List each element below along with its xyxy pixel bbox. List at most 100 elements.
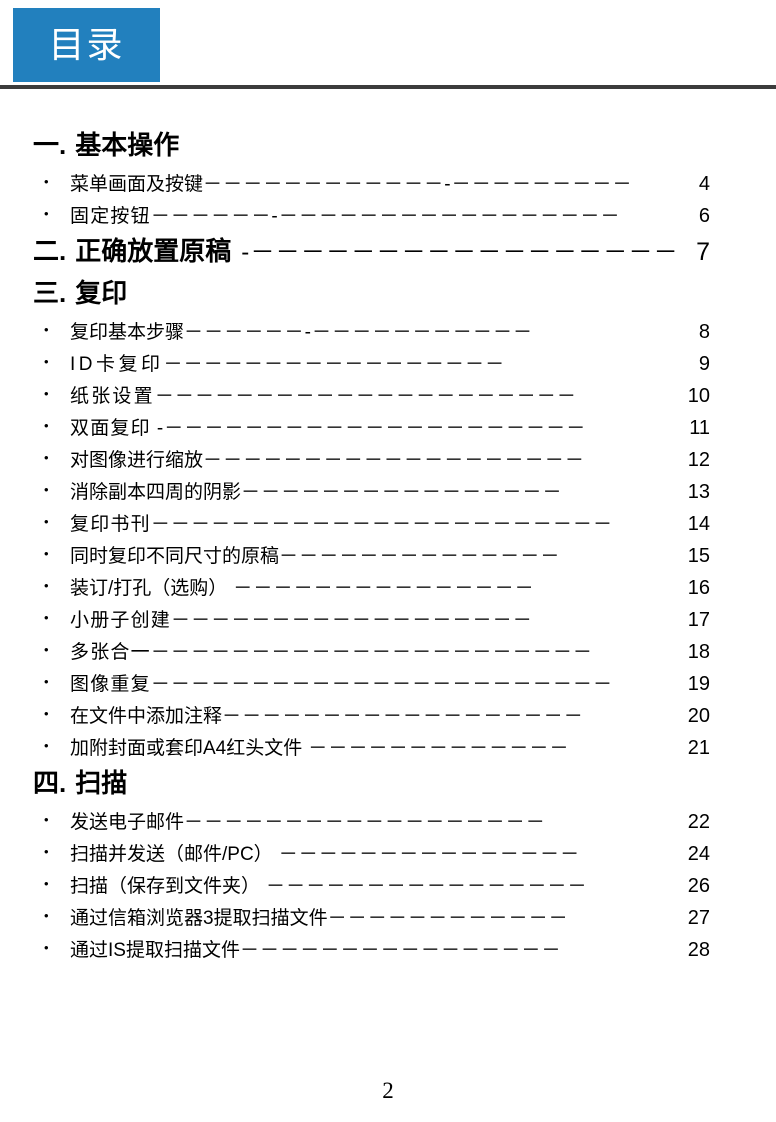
toc-entry-title: 同时复印不同尺寸的原稿 [70,546,280,567]
toc-entry-page-number: 18 [687,641,710,663]
leader-dots: －－－－－－－－－－－－－－－－ [241,483,563,502]
toc-entry-page-number: 22 [687,811,710,833]
table-of-contents: 一. 基本操作 • 菜单画面及按键 －－－－－－－－－－－－-－－－－－－－－－ 4 • 固定… [0,132,776,972]
toc-section: 一. 基本操作 • 菜单画面及按键 －－－－－－－－－－－－-－－－－－－－－－ 4 • 固定… [0,132,776,238]
bullet-icon: • [44,738,49,753]
page-title: 目录 [48,24,125,65]
bullet-icon: • [44,546,49,561]
toc-entry-title: 小册子创建 [70,610,172,631]
leader-dots: -－－－－－－－－－－－－－－－－－ [241,241,679,265]
leader-dots: -－－－－－－－－－－－－－－－－－－－－－ [156,419,587,438]
toc-entry-title: 扫描（保存到文件夹） [70,876,261,897]
toc-entry-title: 图像重复 [70,674,151,695]
toc-entry[interactable]: • 对图像进行缩放 －－－－－－－－－－－－－－－－－－－ 12 [0,450,776,482]
toc-entry[interactable]: • 图像重复 －－－－－－－－－－－－－－－－－－－－－－－ 19 [0,674,776,706]
bullet-icon: • [44,812,49,827]
toc-entry[interactable]: • 加附封面或套印A4红头文件 －－－－－－－－－－－－－ 21 [0,738,776,770]
toc-entry[interactable]: • 复印基本步骤 －－－－－－-－－－－－－－－－－－ 8 [0,322,776,354]
leader-dots: －－－－－－－－－－－－－－－－－－ [222,707,584,726]
leader-dots: －－－－－－－－－－－－－－－－－ [163,355,506,374]
toc-entry-page-number: 9 [698,353,710,375]
leader-dots: －－－－－－-－－－－－－－－－－－ [184,323,534,342]
leader-dots: －－－－－－-－－－－－－－－－－－－－－－－－ [150,207,621,226]
leader-dots: －－－－－－－－－－－－－－－－－－ [171,611,533,630]
toc-entry-title: 固定按钮 [70,206,151,227]
toc-entry-page-number: 11 [689,417,710,439]
section-number: 四. [33,768,67,798]
bullet-icon: • [44,610,49,625]
leader-dots: －－－－－－－－－－－－－－ [279,547,561,566]
toc-section-heading[interactable]: 三. 复印 [0,280,776,322]
toc-entry-page-number: 14 [687,513,710,535]
toc-entry-page-number: 17 [687,609,710,631]
leader-dots: －－－－－－－－－－－－－－－－ [266,877,588,896]
toc-entry-title: ID卡复印 [70,354,164,375]
toc-entry-title: 菜单画面及按键 [70,174,204,195]
toc-entry[interactable]: • 装订/打孔（选购） －－－－－－－－－－－－－－－ 16 [0,578,776,610]
toc-entry[interactable]: • 消除副本四周的阴影 －－－－－－－－－－－－－－－－ 13 [0,482,776,514]
toc-entry-page-number: 13 [687,481,710,503]
leader-dots: －－－－－－－－－－－－－－－－－－ [184,813,546,832]
toc-entry[interactable]: • 扫描（保存到文件夹） －－－－－－－－－－－－－－－－ 26 [0,876,776,908]
leader-dots: －－－－－－－－－－－－－－－－－－－－－－－ [150,675,614,694]
section-title: 复印 [75,278,128,308]
toc-entry-page-number: 19 [687,673,710,695]
leader-dots: －－－－－－－－－－－－－－－－－－－－－－－ [150,515,614,534]
toc-section: 三. 复印 • 复印基本步骤 －－－－－－-－－－－－－－－－－－ 8 • ID卡复印 －－－－… [0,280,776,770]
toc-entry-title: 通过信箱浏览器3提取扫描文件 [70,908,328,929]
bullet-icon: • [44,514,49,529]
bullet-icon: • [44,450,49,465]
section-title: 基本操作 [75,130,180,160]
bullet-icon: • [44,322,49,337]
toc-entry[interactable]: • 小册子创建 －－－－－－－－－－－－－－－－－－ 17 [0,610,776,642]
toc-entry-page-number: 15 [687,545,710,567]
bullet-icon: • [44,354,49,369]
bullet-icon: • [44,418,49,433]
toc-section-heading[interactable]: 四. 扫描 [0,770,776,812]
toc-entry[interactable]: • 多张合一 －－－－－－－－－－－－－－－－－－－－－－ 18 [0,642,776,674]
bullet-icon: • [44,386,49,401]
toc-entry-page-number: 21 [687,737,710,759]
toc-entry[interactable]: • 复印书刊 －－－－－－－－－－－－－－－－－－－－－－－ 14 [0,514,776,546]
section-number: 一. [33,130,67,160]
toc-entry-title: 复印基本步骤 [70,322,185,343]
bullet-icon: • [44,642,49,657]
toc-entry-page-number: 8 [698,321,710,343]
leader-dots: －－－－－－－－－－－－－－－ [233,579,535,598]
bullet-icon: • [44,940,49,955]
section-number: 三. [33,278,67,308]
toc-entry-page-number: 10 [687,385,710,407]
toc-section-heading[interactable]: 二. 正确放置原稿 -－－－－－－－－－－－－－－－－－ 7 [0,238,776,280]
leader-dots: －－－－－－－－－－－－－－－ [278,845,581,864]
toc-entry-title: 装订/打孔（选购） [70,578,228,599]
toc-entry[interactable]: • ID卡复印 －－－－－－－－－－－－－－－－－ 9 [0,354,776,386]
toc-entry[interactable]: • 双面复印 -－－－－－－－－－－－－－－－－－－－－－ 11 [0,418,776,450]
toc-entry[interactable]: • 纸张设置 －－－－－－－－－－－－－－－－－－－－－ 10 [0,386,776,418]
bullet-icon: • [44,908,49,923]
leader-dots: －－－－－－－－－－－－－ [308,739,570,758]
bullet-icon: • [44,706,49,721]
toc-entry-page-number: 16 [687,577,710,599]
bullet-icon: • [44,876,49,891]
toc-entry-page-number: 6 [698,205,710,227]
toc-section-heading[interactable]: 一. 基本操作 [0,132,776,174]
toc-entry-title: 扫描并发送（邮件/PC） [70,844,273,865]
header-divider [0,85,776,89]
toc-entry[interactable]: • 发送电子邮件 －－－－－－－－－－－－－－－－－－ 22 [0,812,776,844]
section-page-number: 7 [696,238,710,266]
bullet-icon: • [44,674,49,689]
toc-entry[interactable]: • 固定按钮 －－－－－－-－－－－－－－－－－－－－－－－－ 6 [0,206,776,238]
bullet-icon: • [44,174,49,189]
toc-entry[interactable]: • 通过信箱浏览器3提取扫描文件 －－－－－－－－－－－－ 27 [0,908,776,940]
toc-entry[interactable]: • 通过IS提取扫描文件 －－－－－－－－－－－－－－－－ 28 [0,940,776,972]
toc-entry[interactable]: • 在文件中添加注释 －－－－－－－－－－－－－－－－－－ 20 [0,706,776,738]
toc-entry-title: 多张合一 [70,642,151,663]
section-number: 二. [33,236,67,266]
toc-entry-page-number: 26 [687,875,710,897]
footer-page-number: 2 [382,1078,394,1103]
toc-entry-title: 通过IS提取扫描文件 [70,940,240,961]
toc-entry[interactable]: • 菜单画面及按键 －－－－－－－－－－－－-－－－－－－－－－ 4 [0,174,776,206]
toc-entry[interactable]: • 同时复印不同尺寸的原稿 －－－－－－－－－－－－－－ 15 [0,546,776,578]
toc-entry-title: 纸张设置 [70,386,155,407]
toc-entry[interactable]: • 扫描并发送（邮件/PC） －－－－－－－－－－－－－－－ 24 [0,844,776,876]
